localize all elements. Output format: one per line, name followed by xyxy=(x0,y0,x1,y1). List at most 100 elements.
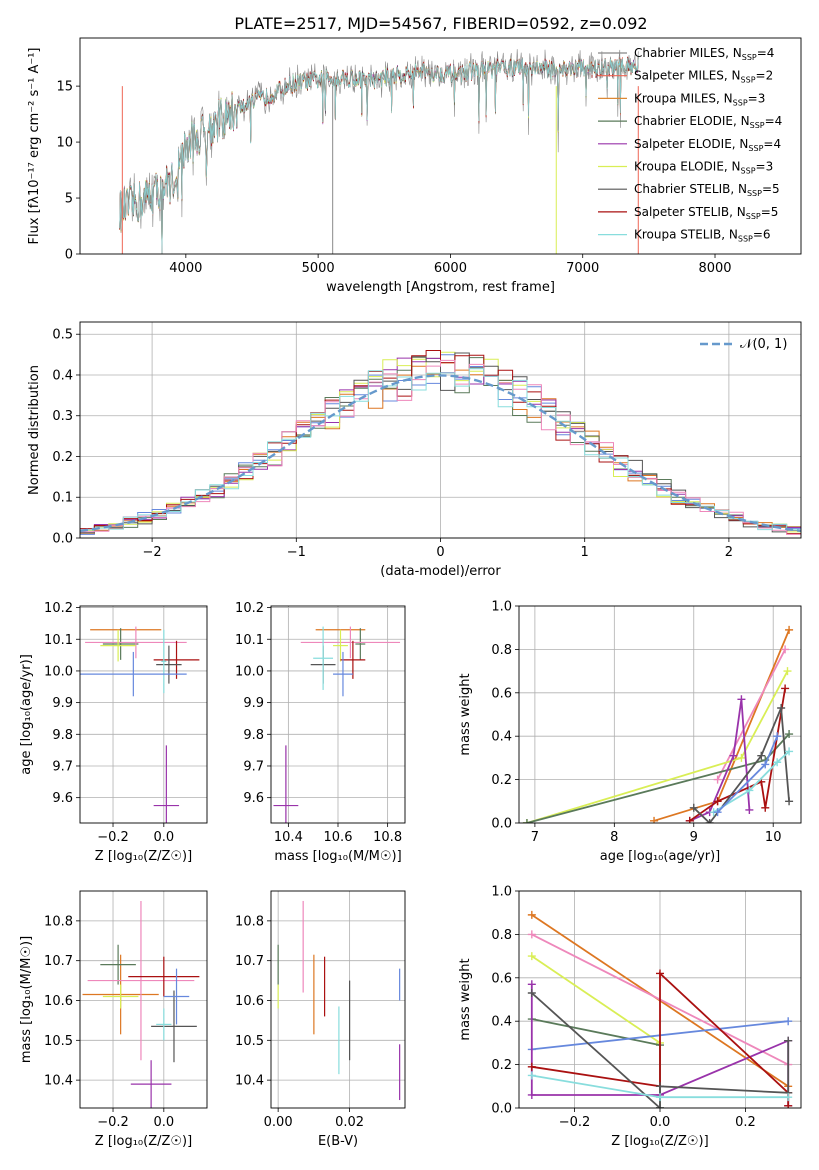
gaussian-curve xyxy=(80,374,801,533)
x-tick-label: 6000 xyxy=(434,261,467,276)
mass-weight-point xyxy=(737,695,746,704)
plot-frame xyxy=(79,37,802,255)
mass-weight-point xyxy=(650,816,659,823)
y-axis-label: mass weight xyxy=(458,673,473,755)
plot-area xyxy=(80,626,200,823)
x-tick-label: 1 xyxy=(581,545,589,560)
y-tick-label: 9.9 xyxy=(243,696,264,711)
x-tick-label: 0.0 xyxy=(650,1115,671,1130)
x-tick-label: 9 xyxy=(690,830,698,845)
y-tick-label: 9.7 xyxy=(52,759,73,774)
y-tick-label: 0.6 xyxy=(491,971,512,986)
y-tick-label: 10.6 xyxy=(44,994,73,1009)
x-axis-label: Z [log₁₀(Z/Z☉)] xyxy=(95,1134,192,1149)
mass-weight-point xyxy=(656,1093,664,1102)
legend-subscript: SSP xyxy=(733,98,748,107)
mass-weight-point xyxy=(785,625,794,634)
model-spectrum xyxy=(119,55,639,254)
mass-weight-point xyxy=(656,1104,664,1108)
y-tick-label: 10.5 xyxy=(235,1034,264,1049)
mass-weight-point xyxy=(785,730,794,739)
mass-weight-point xyxy=(781,645,790,654)
mass-weight-point xyxy=(527,952,536,961)
y-tick-label: 10.1 xyxy=(44,633,73,648)
mass-weight-point xyxy=(784,1017,793,1026)
mass-weight-point xyxy=(757,751,766,760)
legend-suffix: =4 xyxy=(763,137,781,151)
y-tick-label: 9.6 xyxy=(52,791,73,806)
chart-age_vs_Z: −0.2 0.0 9.6 9.7 9.8 9.9 10.0 10.1 10.2 Z [log₁₀(… xyxy=(19,601,208,864)
mass-weight-point xyxy=(781,684,790,693)
legend-subscript: SSP xyxy=(741,167,756,176)
residual-histogram xyxy=(80,368,801,531)
x-tick-label: 0.0 xyxy=(153,830,174,845)
chart-age_vs_mass: 10.4 10.6 10.8 9.6 9.7 9.8 9.9 10.0 10.1 10.2 mass… xyxy=(235,601,406,864)
legend-suffix: =3 xyxy=(756,160,774,174)
residual-histogram xyxy=(80,350,801,535)
legend-subscript: SSP xyxy=(747,189,762,198)
y-tick-label: 0.8 xyxy=(491,643,512,658)
y-tick-label: 1.0 xyxy=(491,600,512,615)
legend-entry: 𝒩(0, 1) xyxy=(740,337,787,352)
mass-weight-point xyxy=(705,819,714,823)
mass-weight-point xyxy=(784,1036,793,1045)
spectrum-legend: Chabrier MILES, NSSP=4 Salpeter MILES, NS… xyxy=(598,46,782,244)
plot-frame xyxy=(518,890,802,1109)
mass-weight-point xyxy=(761,760,770,769)
mass-weight-line xyxy=(713,750,790,813)
legend-entry: Chabrier STELIB, NSSP=5 xyxy=(634,182,780,198)
chart-massweight_vs_age: 7 8 9 10 0.0 0.2 0.4 0.6 0.8 1.0 age [log₁₀(age/yr… xyxy=(458,600,802,864)
x-tick-label: 0.02 xyxy=(335,1115,364,1130)
y-tick-label: 10.1 xyxy=(235,633,264,648)
legend-suffix: =6 xyxy=(753,228,771,242)
y-tick-label: 0.6 xyxy=(491,686,512,701)
mass-weight-line xyxy=(531,955,661,1044)
y-tick-label: 10.0 xyxy=(44,664,73,679)
y-tick-label: 9.9 xyxy=(52,696,73,711)
mass-weight-point xyxy=(777,703,786,712)
plot-area xyxy=(273,626,401,823)
legend-entry: Salpeter MILES, NSSP=2 xyxy=(634,69,773,85)
mass-weight-point xyxy=(784,1093,793,1102)
y-tick-label: 10.6 xyxy=(235,994,264,1009)
x-tick-label: 0.2 xyxy=(735,1115,756,1130)
mass-weight-point xyxy=(761,803,770,812)
y-tick-label: 10.8 xyxy=(235,914,264,929)
x-tick-label: 8 xyxy=(610,830,618,845)
legend-suffix: =5 xyxy=(762,182,780,196)
mass-weight-point xyxy=(785,797,794,806)
mass-weight-point xyxy=(689,803,698,812)
plot-area xyxy=(277,900,401,1101)
y-axis-label: mass [log₁₀(M/M☉)] xyxy=(19,936,34,1063)
y-tick-label: 10.2 xyxy=(235,601,264,616)
y-tick-label: 0.0 xyxy=(491,1102,512,1117)
x-tick-label: 10.4 xyxy=(274,830,303,845)
x-tick-label: 2 xyxy=(725,545,733,560)
legend-suffix: =3 xyxy=(748,91,766,105)
plot-area xyxy=(119,49,639,254)
x-tick-label: 5000 xyxy=(302,261,335,276)
mass-weight-point xyxy=(785,747,794,756)
legend-entry: Kroupa ELODIE, NSSP=3 xyxy=(634,160,773,176)
residual-legend: 𝒩(0, 1) xyxy=(700,337,787,352)
y-axis-label: Normed distribution xyxy=(27,365,42,495)
x-tick-label: 7 xyxy=(531,830,539,845)
legend-subscript: SSP xyxy=(750,121,765,130)
y-tick-label: 10.7 xyxy=(235,954,264,969)
mass-weight-point xyxy=(527,980,536,989)
y-tick-label: 0.8 xyxy=(491,928,512,943)
mass-weight-point xyxy=(737,753,746,762)
x-tick-label: 7000 xyxy=(566,261,599,276)
plot-area xyxy=(527,910,793,1108)
y-tick-label: 0.3 xyxy=(52,409,73,424)
legend-suffix: =5 xyxy=(761,205,779,219)
legend-entry: Salpeter ELODIE, NSSP=4 xyxy=(634,137,781,153)
x-tick-label: −2 xyxy=(143,545,162,560)
chart-massweight_vs_Z: −0.2 0.0 0.2 0.0 0.2 0.4 0.6 0.8 1.0 Z [log₁₀(Z/Z… xyxy=(458,885,802,1149)
y-tick-label: 10.7 xyxy=(44,954,73,969)
mass-weight-point xyxy=(713,797,722,806)
legend-entry: Kroupa STELIB, NSSP=6 xyxy=(634,228,771,244)
y-tick-label: 0 xyxy=(65,248,73,263)
figure-title: PLATE=2517, MJD=54567, FIBERID=0592, z=0… xyxy=(234,14,647,33)
mass-weight-point xyxy=(773,732,782,741)
